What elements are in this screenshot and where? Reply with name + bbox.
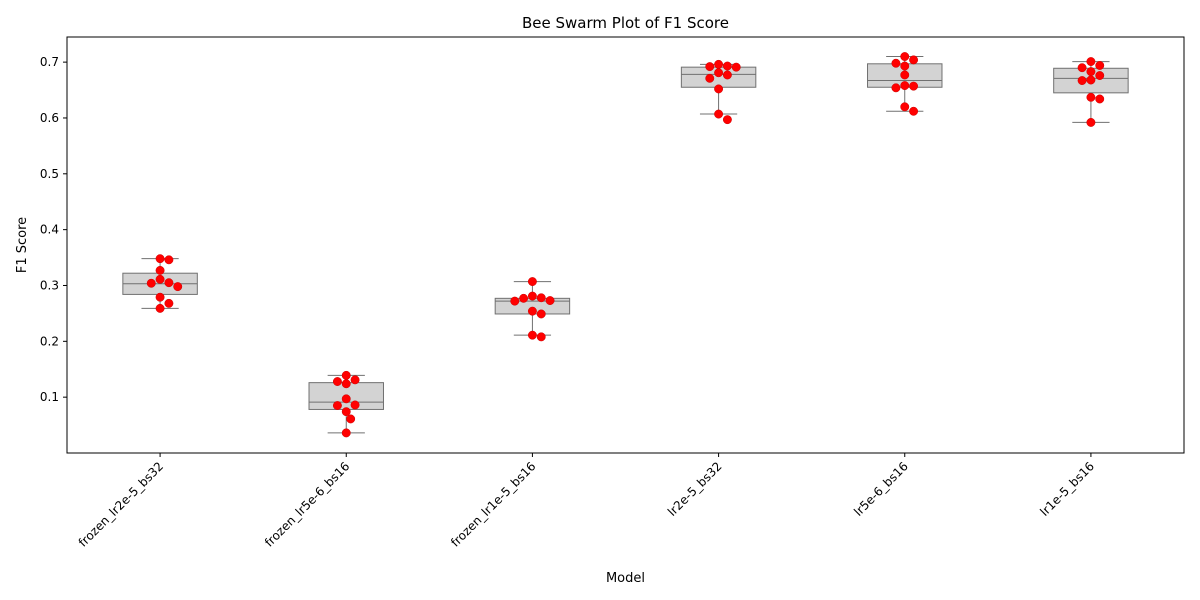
data-point [705, 73, 715, 83]
data-point [173, 282, 183, 292]
x-tick-label: frozen_lr2e-5_bs32 [76, 459, 166, 549]
x-tick-label: lr2e-5_bs32 [665, 459, 725, 519]
data-point [155, 292, 165, 302]
data-point [1095, 61, 1105, 70]
data-point [536, 309, 546, 319]
data-point [714, 68, 724, 78]
data-point [909, 106, 919, 116]
data-point [519, 293, 529, 303]
data-point [900, 70, 910, 80]
data-point [155, 265, 165, 275]
data-point [527, 330, 537, 340]
data-point [146, 278, 156, 288]
data-point [341, 428, 351, 438]
data-point [900, 52, 910, 61]
y-tick-label: 0.2 [40, 334, 59, 348]
plot-area: 0.1 0.2 0.3 0.4 0.5 0.6 0.7 frozen_lr2e-5_bs32 f… [40, 52, 1129, 550]
data-point [527, 277, 537, 287]
x-tick-label: frozen_lr1e-5_bs16 [448, 459, 538, 549]
data-point [722, 115, 732, 125]
data-point [714, 109, 724, 119]
data-point [705, 62, 715, 72]
data-point [891, 83, 901, 93]
data-point [341, 407, 351, 417]
y-tick-label: 0.4 [40, 223, 59, 237]
data-point [510, 296, 520, 306]
data-point [1086, 57, 1096, 67]
data-point [155, 254, 165, 264]
data-point [1086, 117, 1096, 127]
data-point [341, 379, 351, 389]
data-point [714, 59, 724, 69]
x-axis-label: Model [606, 571, 645, 586]
data-point [164, 278, 174, 288]
data-point [900, 102, 910, 112]
data-point [1077, 63, 1087, 73]
data-point [900, 81, 910, 91]
data-point [350, 400, 360, 410]
data-point [341, 370, 351, 380]
y-tick-label: 0.5 [40, 167, 59, 181]
data-point [341, 394, 351, 404]
data-point [536, 293, 546, 303]
y-tick-label: 0.7 [40, 55, 59, 69]
data-point [350, 375, 360, 385]
data-point [1077, 76, 1087, 86]
data-point [909, 55, 919, 65]
x-tick-label: frozen_lr5e-6_bs16 [262, 459, 352, 549]
data-point [346, 414, 356, 424]
y-axis-label: F1 Score [15, 217, 30, 273]
data-point [527, 291, 537, 301]
data-point [722, 70, 732, 80]
data-point [1086, 75, 1096, 85]
data-point [164, 255, 174, 265]
data-point [909, 81, 919, 91]
data-point [1095, 94, 1105, 104]
data-point [731, 62, 741, 72]
data-point [545, 296, 555, 306]
y-tick-label: 0.3 [40, 278, 59, 292]
data-point [1086, 67, 1096, 77]
y-tick-label: 0.1 [40, 390, 59, 404]
data-point [1095, 71, 1105, 80]
plot-frame [66, 36, 1185, 454]
data-point [164, 298, 174, 308]
data-point [155, 274, 165, 284]
chart-title: Bee Swarm Plot of F1 Score [522, 14, 729, 32]
x-tick-label: lr5e-6_bs16 [851, 459, 911, 519]
data-point [332, 377, 342, 386]
x-tick-label: lr1e-5_bs16 [1037, 459, 1097, 519]
data-point [1086, 92, 1096, 102]
data-point [891, 58, 901, 68]
data-point [155, 303, 165, 313]
data-point [722, 61, 732, 71]
data-point [536, 332, 546, 342]
data-point [527, 306, 537, 316]
y-tick-label: 0.6 [40, 111, 59, 125]
data-point [714, 84, 724, 94]
data-point [900, 61, 910, 71]
data-point [332, 401, 342, 410]
